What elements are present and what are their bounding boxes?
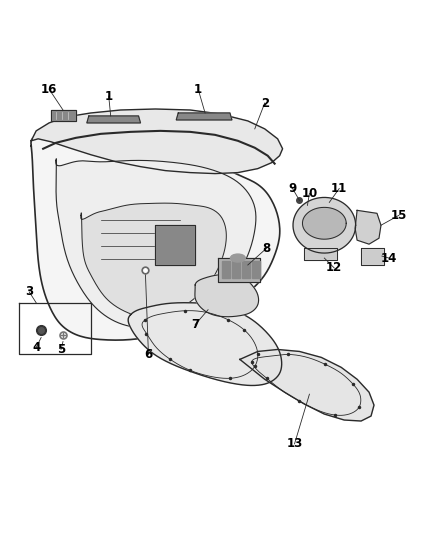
- Text: 12: 12: [326, 262, 343, 274]
- Polygon shape: [31, 109, 283, 174]
- Text: 16: 16: [41, 83, 57, 95]
- Polygon shape: [240, 350, 374, 421]
- Polygon shape: [355, 211, 381, 244]
- Polygon shape: [87, 116, 141, 123]
- Polygon shape: [304, 248, 337, 260]
- Text: 13: 13: [286, 438, 303, 450]
- Text: 1: 1: [194, 83, 202, 95]
- Polygon shape: [128, 303, 282, 385]
- Text: 2: 2: [261, 96, 269, 110]
- Bar: [222, 261, 230, 278]
- Text: 9: 9: [288, 182, 297, 195]
- Polygon shape: [293, 197, 356, 253]
- Text: 1: 1: [105, 90, 113, 102]
- Polygon shape: [31, 131, 280, 340]
- Polygon shape: [361, 248, 384, 265]
- Polygon shape: [56, 159, 256, 328]
- Bar: [232, 261, 240, 278]
- Text: 11: 11: [331, 182, 347, 195]
- Text: 15: 15: [391, 209, 407, 222]
- Polygon shape: [81, 203, 226, 318]
- Polygon shape: [303, 207, 346, 239]
- Text: 10: 10: [301, 187, 318, 200]
- Text: 6: 6: [145, 348, 152, 361]
- Bar: [252, 261, 260, 278]
- Polygon shape: [176, 113, 232, 120]
- Polygon shape: [218, 258, 260, 282]
- Ellipse shape: [230, 254, 245, 262]
- Text: 5: 5: [57, 343, 65, 356]
- Bar: [242, 261, 250, 278]
- Text: 8: 8: [262, 241, 271, 255]
- Polygon shape: [155, 225, 195, 265]
- Text: 3: 3: [25, 285, 33, 298]
- Text: 7: 7: [191, 318, 199, 331]
- Polygon shape: [195, 274, 258, 317]
- Polygon shape: [51, 110, 76, 121]
- Text: 14: 14: [381, 252, 397, 264]
- Text: 4: 4: [32, 341, 40, 354]
